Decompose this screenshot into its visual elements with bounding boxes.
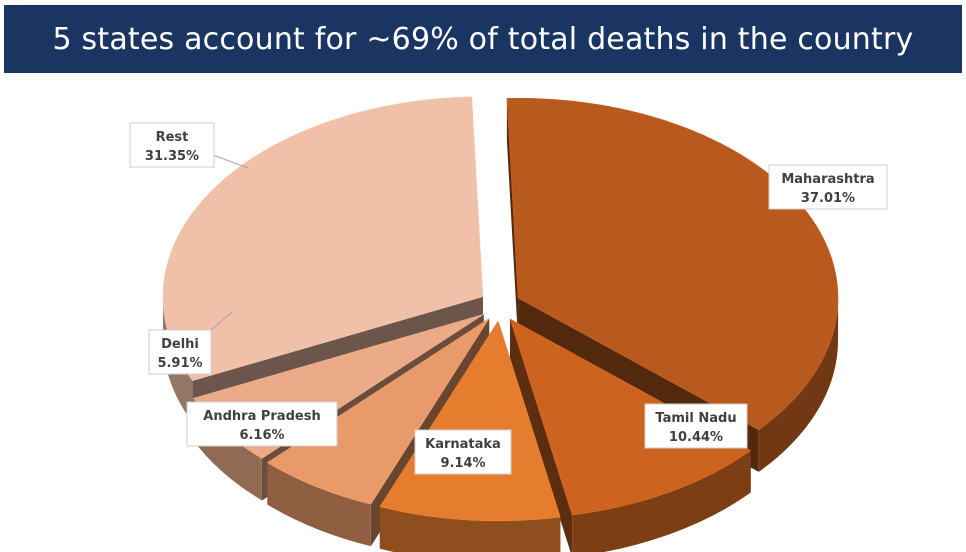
label-box (148, 329, 212, 375)
label-box (186, 401, 338, 447)
leader-line (212, 154, 249, 169)
label-name: Rest (156, 130, 189, 145)
label-name: Tamil Nadu (655, 411, 736, 426)
leader-line (210, 311, 233, 331)
slice-top (266, 318, 490, 505)
slice-top (509, 318, 752, 516)
label-value: 6.16% (239, 428, 284, 443)
data-label-maharashtra: Maharashtra 37.01% (768, 164, 888, 210)
label-name: Delhi (161, 337, 199, 352)
label-box (414, 429, 512, 475)
data-label-delhi: Delhi 5.91% (148, 311, 233, 375)
label-box (129, 122, 215, 168)
slice-side (267, 462, 371, 547)
label-value: 37.01% (801, 191, 855, 206)
data-label-karnataka: Karnataka 9.14% (414, 429, 512, 475)
data-label-andhra-pradesh: Andhra Pradesh 6.16% (186, 401, 338, 447)
title-banner: 5 states account for ~69% of total death… (4, 5, 962, 73)
label-box (768, 164, 888, 210)
pie-slices (162, 96, 839, 552)
slice-wall (509, 318, 573, 552)
label-value: 9.14% (440, 456, 485, 471)
slice-tamil-nadu (509, 318, 752, 552)
slice-side (758, 298, 839, 472)
label-name: Andhra Pradesh (203, 409, 320, 424)
data-label-rest: Rest 31.35% (129, 122, 249, 169)
data-labels: Maharashtra 37.01% Tamil Nadu 10.44% Karnata… (129, 122, 888, 475)
label-value: 5.91% (157, 356, 202, 371)
label-value: 10.44% (669, 430, 723, 445)
label-box (644, 403, 748, 449)
data-label-tamil-nadu: Tamil Nadu 10.44% (644, 403, 748, 449)
label-value: 31.35% (145, 149, 199, 164)
slice-side (379, 506, 561, 552)
slice-wall (506, 98, 519, 341)
slice-top (506, 97, 839, 431)
label-name: Maharashtra (781, 172, 874, 187)
slice-side (572, 450, 751, 552)
label-name: Karnataka (425, 437, 501, 452)
page-title: 5 states account for ~69% of total death… (52, 21, 914, 57)
